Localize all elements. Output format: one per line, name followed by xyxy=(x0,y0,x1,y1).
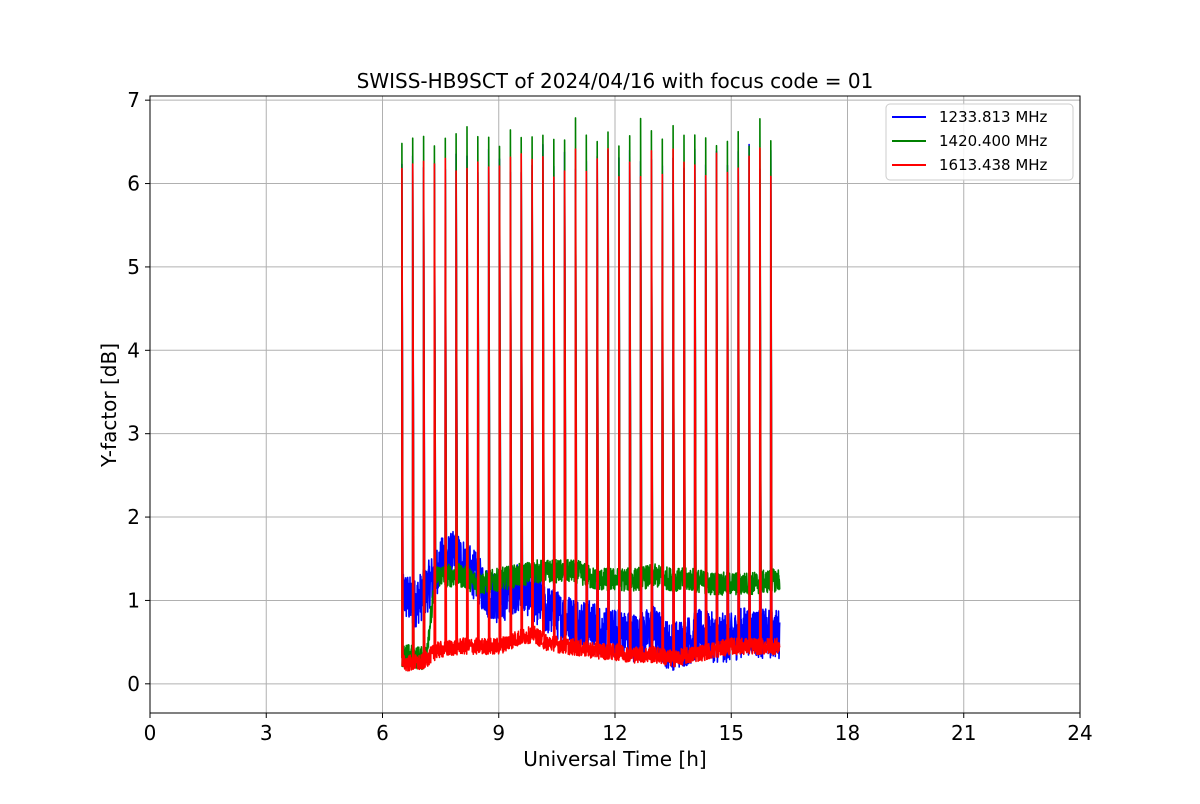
x-tick-label: 15 xyxy=(719,721,744,745)
x-tick-label: 24 xyxy=(1067,721,1092,745)
series-line-1613 xyxy=(401,147,781,672)
legend-label-1420: 1420.400 MHz xyxy=(939,132,1048,150)
chart-title: SWISS-HB9SCT of 2024/04/16 with focus co… xyxy=(357,69,874,93)
legend-label-1613: 1613.438 MHz xyxy=(939,156,1048,174)
x-axis-ticks: 0 3 6 9 12 15 18 21 24 xyxy=(144,713,1093,745)
y-tick-label: 6 xyxy=(127,172,140,196)
y-tick-label: 5 xyxy=(127,255,140,279)
legend: 1233.813 MHz 1420.400 MHz 1613.438 MHz xyxy=(885,103,1074,181)
x-tick-label: 18 xyxy=(835,721,860,745)
series-line-1420 xyxy=(401,117,781,671)
x-tick-label: 0 xyxy=(144,721,157,745)
x-tick-label: 21 xyxy=(951,721,976,745)
x-tick-label: 6 xyxy=(376,721,389,745)
legend-box xyxy=(885,103,1074,181)
x-axis-label: Universal Time [h] xyxy=(523,747,706,771)
y-axis-label: Y-factor [dB] xyxy=(97,343,121,468)
y-tick-label: 0 xyxy=(127,672,140,696)
legend-label-1233: 1233.813 MHz xyxy=(939,108,1048,126)
y-tick-label: 7 xyxy=(127,88,140,112)
y-tick-label: 2 xyxy=(127,505,140,529)
x-tick-label: 3 xyxy=(260,721,273,745)
y-tick-label: 4 xyxy=(127,338,140,362)
grid-lines xyxy=(149,96,1081,713)
plot-series xyxy=(401,117,781,672)
x-tick-label: 12 xyxy=(602,721,627,745)
x-tick-label: 9 xyxy=(492,721,505,745)
y-tick-label: 3 xyxy=(127,422,140,446)
y-axis-ticks: 0 1 2 3 4 5 6 7 xyxy=(127,88,150,696)
y-tick-label: 1 xyxy=(127,588,140,612)
